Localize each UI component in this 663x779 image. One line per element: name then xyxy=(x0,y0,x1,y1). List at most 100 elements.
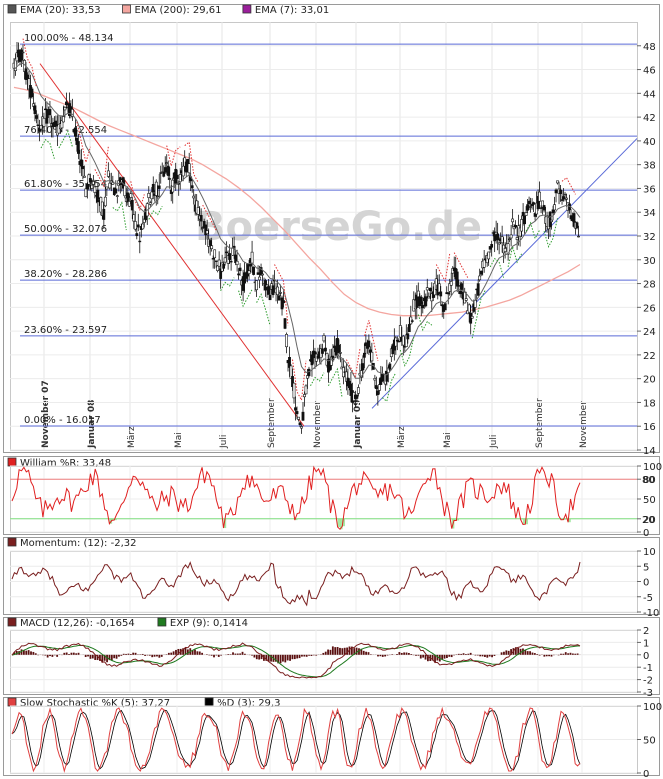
macd-histogram-bar xyxy=(77,652,80,655)
macd-histogram-bar xyxy=(457,653,460,655)
fib-label: 0.00% - 16.017 xyxy=(24,415,101,426)
macd-histogram-bar xyxy=(334,647,337,655)
macd-histogram-bar xyxy=(526,651,529,655)
macd-histogram-bar xyxy=(120,654,123,656)
y-tick-label: 48 xyxy=(643,42,656,53)
macd-histogram-bar xyxy=(267,654,270,662)
candle-body xyxy=(102,208,106,220)
candle-body xyxy=(529,206,532,208)
sar-dots xyxy=(130,181,145,212)
macd-histogram-bar xyxy=(144,654,146,656)
candle-body xyxy=(84,188,88,198)
candle-body xyxy=(82,175,86,178)
candle-body xyxy=(300,426,303,429)
candle-body xyxy=(126,192,130,203)
macd-histogram-bar xyxy=(453,654,455,656)
oversold-fill xyxy=(568,518,571,523)
macd-histogram-bar xyxy=(450,654,453,658)
candle-body xyxy=(21,51,25,54)
candle-body xyxy=(427,296,431,299)
macd-histogram-bar xyxy=(34,653,37,655)
y-tick-label: 30 xyxy=(643,256,656,267)
candle-body xyxy=(310,354,314,366)
candle-body xyxy=(147,193,151,198)
candle-body xyxy=(130,200,134,211)
williams-line xyxy=(11,465,581,531)
candle-body xyxy=(437,283,441,293)
oversold-fill xyxy=(223,518,227,529)
macd-histogram-bar xyxy=(146,654,149,656)
macd-histogram-bar xyxy=(227,654,230,655)
macd-histogram-bar xyxy=(172,651,175,655)
macd-histogram-bar xyxy=(94,654,97,660)
macd-histogram-bar xyxy=(410,654,413,655)
legend-swatch xyxy=(157,617,167,627)
trendline-up xyxy=(371,138,638,409)
candle-body xyxy=(166,165,170,176)
macd-histogram-bar xyxy=(194,649,196,655)
macd-histogram-bar xyxy=(160,654,163,657)
macd-histogram-bar xyxy=(360,648,363,655)
candle-body xyxy=(190,185,194,189)
x-tick-label: Mai xyxy=(174,432,184,448)
candle-body xyxy=(476,283,480,296)
candle-body xyxy=(192,195,196,199)
macd-histogram-bar xyxy=(129,653,132,655)
macd-histogram-bar xyxy=(348,646,351,655)
macd-histogram-bar xyxy=(244,653,246,655)
candle-body xyxy=(478,275,482,281)
macd-histogram-bar xyxy=(310,654,313,656)
ema200-line xyxy=(13,86,581,317)
candle-body xyxy=(542,205,546,211)
candle-body xyxy=(81,166,85,170)
candle-body xyxy=(235,260,239,265)
candle-body xyxy=(196,207,200,215)
candle-body xyxy=(508,238,512,241)
candle-body xyxy=(175,174,179,179)
candle-body xyxy=(63,107,67,111)
macd-histogram-bar xyxy=(505,650,508,655)
candle-body xyxy=(457,285,461,287)
candle-body xyxy=(520,219,524,232)
candle-body xyxy=(168,178,172,180)
macd-histogram-bar xyxy=(510,649,512,655)
macd-histogram-bar xyxy=(336,647,339,655)
candle-body xyxy=(294,407,297,411)
legend-label: EMA (20): 33,53 xyxy=(20,5,101,16)
macd-histogram-bar xyxy=(32,651,35,655)
macd-histogram-bar xyxy=(101,654,104,663)
macd-histogram-bar xyxy=(277,654,280,664)
candle-body xyxy=(514,225,518,228)
macd-histogram-bar xyxy=(386,654,389,656)
candle-body xyxy=(295,411,299,415)
macd-histogram-bar xyxy=(448,654,451,657)
candle-body xyxy=(532,202,535,205)
candle-body xyxy=(455,271,459,287)
y-tick-label: 100 xyxy=(643,702,662,713)
candle-body xyxy=(303,394,306,398)
oversold-fill xyxy=(456,518,460,521)
macd-histogram-bar xyxy=(329,649,332,655)
sar-dots xyxy=(489,257,505,278)
candle-body xyxy=(364,342,368,347)
x-tick-label: November 07 xyxy=(41,380,51,448)
y-tick-label: 28 xyxy=(643,280,656,291)
candle-body xyxy=(106,170,110,177)
candle-body xyxy=(321,348,324,354)
macd-histogram-bar xyxy=(282,654,284,662)
sar-dots xyxy=(220,277,235,291)
macd-histogram-bar xyxy=(232,652,234,655)
macd-histogram-bar xyxy=(493,654,496,656)
macd-histogram-bar xyxy=(301,654,303,657)
candle-body xyxy=(424,296,428,307)
y-tick-label: 44 xyxy=(643,89,656,100)
macd-histogram-bar xyxy=(417,654,420,656)
sar-dots xyxy=(507,246,523,268)
fib-label: 38.20% - 28.286 xyxy=(24,269,107,280)
oversold-fill xyxy=(520,518,524,520)
macd-histogram-bar xyxy=(175,649,177,655)
candle-body xyxy=(213,249,217,259)
candle-body xyxy=(88,178,92,183)
candle-body xyxy=(267,286,270,295)
sar-dots xyxy=(184,141,199,183)
